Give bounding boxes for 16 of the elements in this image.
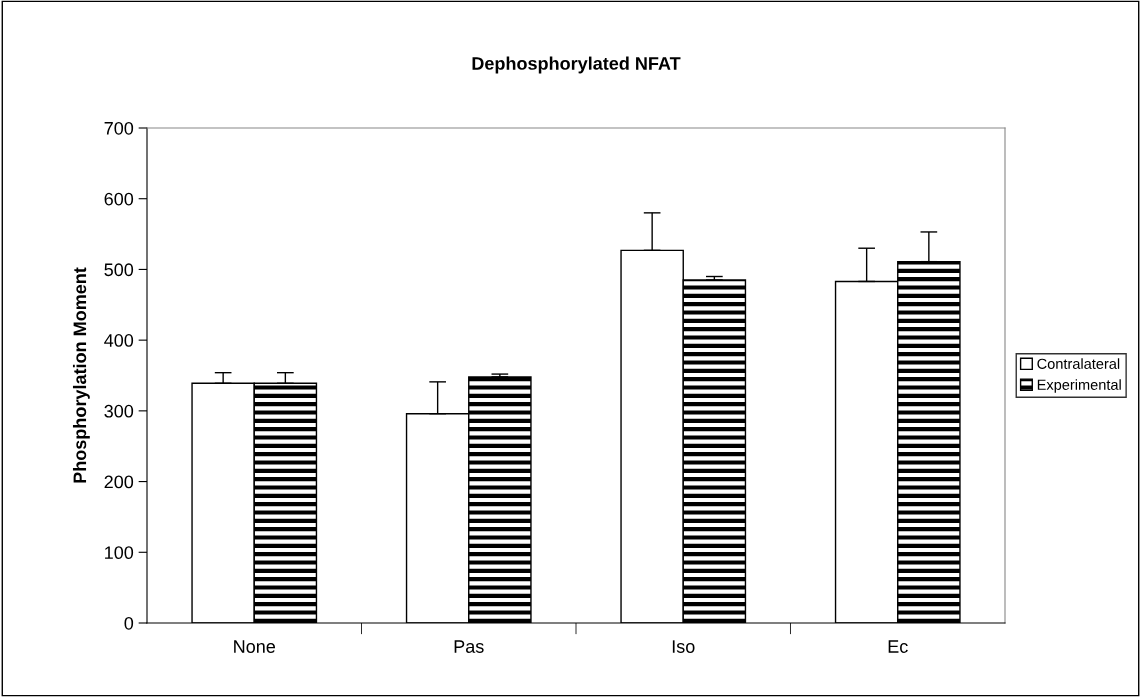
legend-label: Experimental [1037,379,1121,393]
y-tick-label: 200 [104,475,134,489]
y-tick-label: 600 [104,192,134,206]
y-tick-label: 100 [105,546,134,560]
chart-title: Dephosphorylated NFAT [472,56,681,74]
x-tick-label: Pas [454,640,484,653]
y-tick-label: 300 [104,404,134,418]
x-tick-label: Ec [888,640,908,653]
y-axis-title: Phosphorylation Moment [72,267,90,483]
y-tick-label: 0 [124,616,134,630]
y-tick-label: 500 [104,263,134,277]
y-tick-label: 400 [104,334,134,347]
legend-label: Contralateral [1037,358,1120,369]
x-tick-label: Iso [672,640,695,653]
x-tick-label: None [234,640,276,653]
y-tick-label: 700 [104,121,134,135]
